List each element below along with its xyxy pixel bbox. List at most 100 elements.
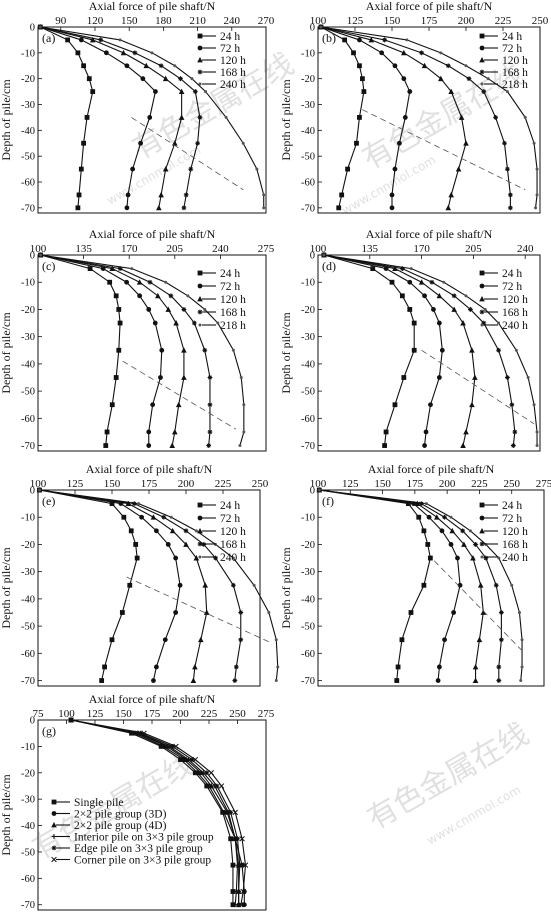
data-point [401,375,407,380]
data-point [168,293,174,299]
legend-label: 72 h [220,281,240,293]
x-tick-label: 100 [30,243,47,255]
data-point [470,555,476,561]
data-point [221,809,227,815]
legend-label: 24 h [220,500,240,512]
data-point [434,514,440,520]
x-tick-label: 150 [115,708,132,720]
y-tick-label: -30 [21,795,35,806]
y-tick-label: -50 [301,387,315,398]
y-tick-label: -50 [21,387,35,398]
legend-label: 72 h [220,513,240,525]
data-point [90,89,96,94]
data-point [158,191,164,198]
series-1 [321,252,417,448]
x-tick-label: 240 [517,243,534,255]
data-point [241,141,245,145]
y-axis-title: Depth of pile/cm [279,547,293,629]
y-tick-label: 0 [30,251,35,262]
y-tick-label: -30 [301,567,315,578]
legend-marker [197,296,203,302]
y-tick-label: -40 [301,126,315,137]
data-point [129,730,134,736]
legend-marker [479,502,485,508]
data-point [383,429,389,435]
x-tick-label: 125 [87,708,104,720]
y-tick-label: 0 [310,486,315,497]
data-point [202,347,208,353]
data-point [458,114,465,120]
data-point [442,637,447,643]
data-point [175,401,182,408]
y-tick-label: -20 [301,540,315,551]
legend-label: 168 h [220,539,246,551]
series-5 [39,253,246,448]
data-point [502,140,507,146]
data-point [455,166,462,172]
data-point [389,279,395,285]
data-point [425,542,431,547]
data-point [262,206,266,210]
data-point [231,556,235,560]
chart-7: 75 100 125 150 175 200 225 250 275 0 -10 -20 -30 -40 -… [0,692,275,911]
data-point [493,582,499,588]
data-point [118,38,122,42]
x-tick-label: 200 [439,478,456,490]
series-3 [318,24,469,211]
data-point [165,542,171,547]
series-3 [37,24,185,211]
data-point [102,664,107,670]
data-point [216,321,220,325]
data-point [469,401,475,408]
data-point [505,90,509,94]
series-4 [37,24,203,211]
x-tick-label: 120 [87,15,104,27]
data-point [451,293,457,299]
x-tick-label: 225 [495,15,512,27]
data-point [84,115,90,120]
data-point [177,582,183,588]
data-point [436,320,442,326]
x-tick-label: 200 [458,15,475,27]
y-tick-label: -10 [301,48,315,59]
data-point [497,556,501,560]
legend-marker [480,323,484,327]
y-tick-label: -10 [21,48,35,59]
y-tick-label: -40 [21,359,35,370]
plot-frame [317,254,541,452]
legend-marker [480,555,484,559]
data-point [510,583,514,587]
x-tick-label: 100 [310,478,327,490]
x-tick-label: 200 [178,478,195,490]
data-point [203,609,210,615]
data-point [130,166,136,172]
x-tick-label: 100 [30,478,47,490]
data-point [520,638,524,642]
data-point [405,38,409,42]
y-tick-label: -60 [21,649,35,660]
data-point [460,320,466,326]
legend-marker [197,69,203,75]
data-point [124,205,130,211]
data-point [439,51,443,55]
data-point [207,429,213,435]
legend-label: 2×2 pile group (4D) [74,820,167,832]
data-point [117,320,123,326]
legend-marker [479,69,485,75]
data-point [78,37,84,43]
data-point [532,403,536,407]
legend-marker [198,82,202,86]
legend-label: 120 h [502,526,528,538]
data-point [173,320,179,326]
data-point [535,167,539,171]
legend-label: 168 h [502,307,528,319]
legend-marker [479,283,485,289]
data-point [509,402,515,408]
max-force-line [126,576,271,643]
legend-marker [51,799,57,805]
data-point [178,114,185,120]
data-point [189,757,195,762]
data-point [469,347,475,353]
